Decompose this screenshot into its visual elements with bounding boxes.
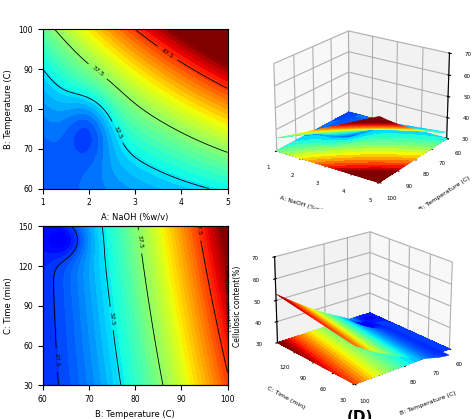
X-axis label: A: NaOH (%w/v): A: NaOH (%w/v) xyxy=(101,213,169,222)
Text: (A): (A) xyxy=(122,236,148,251)
Y-axis label: C: Time (min): C: Time (min) xyxy=(4,277,13,334)
Text: 27.5: 27.5 xyxy=(54,353,60,367)
Text: 47.5: 47.5 xyxy=(195,222,202,236)
Text: 37.5: 37.5 xyxy=(137,235,144,249)
Y-axis label: Cellulosic content(%): Cellulosic content(%) xyxy=(233,265,242,347)
X-axis label: A: NaOH (%w/v): A: NaOH (%w/v) xyxy=(279,195,329,215)
Y-axis label: B: Temperature (C): B: Temperature (C) xyxy=(419,175,472,212)
Text: (D): (D) xyxy=(347,410,374,419)
Text: 47.5: 47.5 xyxy=(160,47,175,59)
Text: (B): (B) xyxy=(347,209,373,224)
X-axis label: B: Temperature (C): B: Temperature (C) xyxy=(400,391,457,416)
Y-axis label: C: Time (min): C: Time (min) xyxy=(265,385,305,410)
Text: 32.5: 32.5 xyxy=(112,125,123,140)
Text: 32.5: 32.5 xyxy=(108,311,115,326)
X-axis label: B: Temperature (C): B: Temperature (C) xyxy=(95,410,175,419)
Text: 37.5: 37.5 xyxy=(91,65,105,78)
Y-axis label: B: Temperature (C): B: Temperature (C) xyxy=(4,69,13,149)
